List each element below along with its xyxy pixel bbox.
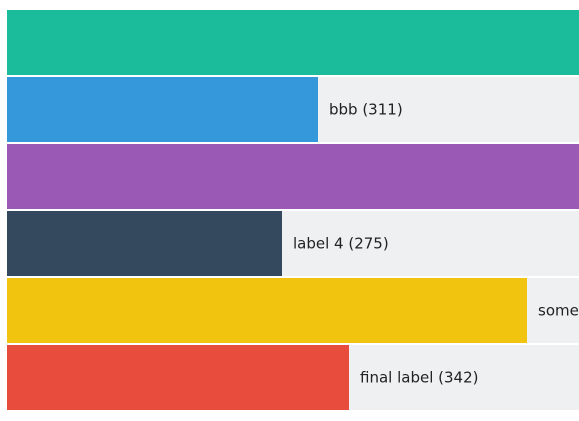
bar-3 xyxy=(7,144,579,209)
bar-6 xyxy=(7,345,349,410)
bar-label-6: final label (342) xyxy=(360,369,478,387)
bar-label-4: label 4 (275) xyxy=(293,235,389,253)
bar-label-2: bbb (311) xyxy=(329,101,403,119)
bar-5 xyxy=(7,278,527,343)
bar-4 xyxy=(7,211,282,276)
bar-label-5: some xyxy=(538,302,579,320)
bar-1 xyxy=(7,10,579,75)
bar-2 xyxy=(7,77,318,142)
